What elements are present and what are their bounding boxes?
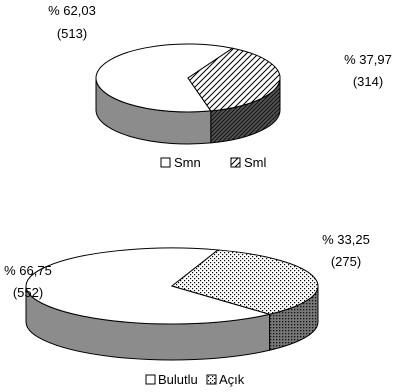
- legend-label-smn: Smn: [174, 155, 201, 170]
- legend-swatch-bulutlu: [145, 374, 156, 385]
- chart2-count-label-bulutlu: (552): [13, 285, 43, 300]
- legend-swatch-sml: [230, 157, 241, 168]
- chart1-count-label-smn: (513): [57, 26, 87, 41]
- chart2-percent-label-bulutlu: % 66,75: [4, 263, 52, 278]
- pie-chart-1: % 62,03 (513) % 37,97 (314) Smn Sml: [48, 3, 392, 170]
- chart1-percent-label-sml: % 37,97: [344, 52, 392, 67]
- legend-swatch-smn: [160, 157, 171, 168]
- chart2-count-label-acik: (275): [331, 254, 361, 269]
- chart1-sml-slice: [187, 47, 281, 112]
- legend-label-sml: Sml: [244, 155, 267, 170]
- chart1-percent-label-smn: % 62,03: [48, 3, 96, 18]
- chart1-count-label-sml: (314): [353, 74, 383, 89]
- legend-swatch-acik: [206, 374, 217, 385]
- pie-chart-2: % 66,75 (552) % 33,25 (275) Bulutlu Açık: [4, 232, 370, 387]
- chart2-bulutlu-slice: [25, 247, 272, 325]
- chart1-smn-slice: [95, 43, 234, 113]
- chart2-acik-slice: [170, 249, 319, 315]
- chart2-legend: Bulutlu Açık: [145, 372, 245, 387]
- chart2-percent-label-acik: % 33,25: [322, 232, 370, 247]
- legend-label-bulutlu: Bulutlu: [158, 372, 198, 387]
- chart1-legend: Smn Sml: [160, 155, 267, 170]
- legend-label-acik: Açık: [219, 372, 245, 387]
